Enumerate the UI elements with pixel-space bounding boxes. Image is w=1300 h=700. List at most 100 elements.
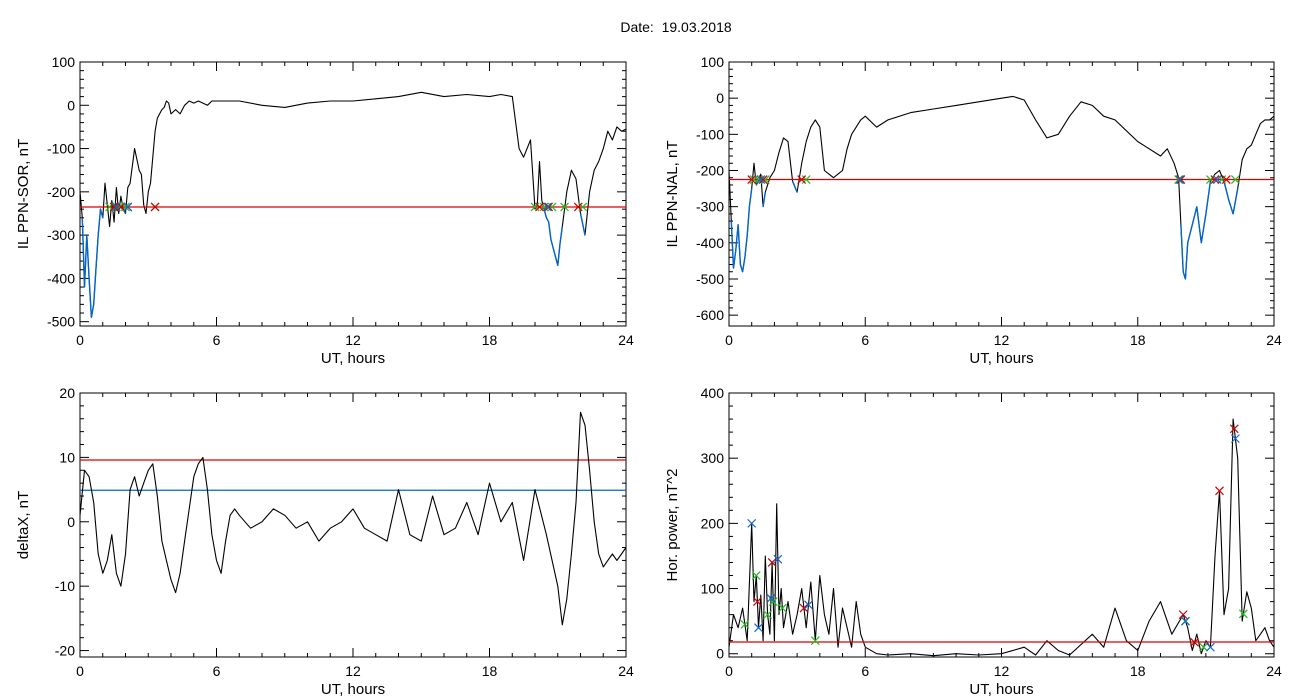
- marker-stroke: [754, 623, 763, 633]
- x-tick-label: 0: [725, 332, 733, 348]
- marker-red: [1229, 424, 1239, 434]
- x-tick-label: 12: [994, 332, 1010, 348]
- y-tick-label: 0: [67, 514, 75, 530]
- series-line: [729, 418, 1274, 657]
- y-axis-title: IL PPN-SOR, nT: [15, 139, 32, 249]
- marker-stroke: [773, 554, 783, 564]
- y-tick-label: 200: [701, 515, 725, 531]
- x-tick-label: 18: [1130, 332, 1146, 348]
- marker-stroke: [123, 202, 133, 212]
- y-tick-label: -100: [696, 126, 724, 142]
- x-tick-label: 18: [482, 663, 498, 679]
- below-threshold-segment: [791, 181, 798, 193]
- marker-stroke: [747, 518, 757, 528]
- y-tick-label: 0: [67, 97, 75, 113]
- marker-stroke: [1212, 175, 1222, 184]
- marker-red: [544, 202, 554, 212]
- y-tick-label: 10: [59, 449, 75, 465]
- y-axis-title: Hor. power, nT^2: [664, 469, 681, 582]
- marker-stroke: [1238, 609, 1248, 619]
- marker-red: [1176, 175, 1186, 184]
- x-tick-label: 24: [1266, 332, 1282, 348]
- y-tick-label: -200: [696, 162, 724, 178]
- x-tick-label: 18: [482, 332, 498, 348]
- marker-blue: [1181, 616, 1190, 626]
- data-layer: [80, 411, 626, 626]
- y-tick-label: -300: [47, 227, 75, 243]
- marker-stroke: [766, 593, 776, 603]
- marker-stroke: [1210, 175, 1220, 184]
- marker-red: [752, 597, 762, 607]
- marker-stroke: [1229, 424, 1239, 434]
- x-axis-title: UT, hours: [321, 350, 385, 367]
- marker-stroke: [777, 603, 787, 613]
- below-threshold-segment: [730, 188, 753, 273]
- marker-stroke: [150, 202, 160, 212]
- marker-stroke: [810, 636, 820, 646]
- below-threshold-segment: [762, 192, 766, 207]
- marker-blue: [773, 554, 783, 564]
- marker-green: [763, 610, 773, 620]
- marker-blue: [756, 175, 766, 184]
- marker-green: [1230, 175, 1240, 184]
- x-axis-title: UT, hours: [321, 681, 385, 698]
- y-tick-label: 20: [59, 385, 75, 401]
- marker-stroke: [1205, 642, 1215, 652]
- y-tick-label: 0: [716, 646, 724, 662]
- marker-stroke: [1176, 175, 1186, 184]
- marker-blue: [1175, 175, 1185, 184]
- marker-stroke: [797, 175, 807, 184]
- data-layer: [729, 95, 1274, 280]
- marker-stroke: [747, 175, 757, 184]
- y-tick-label: 400: [701, 385, 725, 401]
- panel-3: 0 6 12 18 24 20 10 0 -10 -20 UT, hours deltaX, nT: [15, 385, 634, 698]
- marker-red: [1215, 486, 1224, 496]
- series-line: [729, 95, 1274, 280]
- marker-stroke: [1175, 175, 1185, 184]
- panel-1: 0 6 12 18 24 100 0 -100 -200 -300 -400 -500 UT, hour…: [15, 54, 634, 367]
- marker-blue: [1212, 175, 1222, 184]
- marker-stroke: [1230, 434, 1240, 444]
- y-tick-label: 100: [701, 54, 725, 70]
- panel-4: 0 6 12 18 24 400 300 200 100 0 UT, hours Hor. power…: [664, 385, 1282, 698]
- series-line: [80, 411, 626, 626]
- marker-stroke: [763, 610, 773, 620]
- data-layer: [80, 91, 626, 318]
- marker-stroke: [751, 571, 761, 580]
- below-threshold-segment: [543, 208, 563, 266]
- marker-green: [560, 202, 569, 212]
- below-threshold-segment: [81, 208, 104, 318]
- x-tick-label: 0: [76, 663, 84, 679]
- marker-red: [747, 175, 757, 184]
- marker-stroke: [1178, 610, 1188, 620]
- marker-green: [1174, 175, 1184, 184]
- marker-stroke: [804, 600, 813, 610]
- marker-blue: [1230, 434, 1240, 444]
- y-tick-label: -100: [47, 141, 75, 157]
- marker-green: [1238, 609, 1248, 619]
- marker-blue: [1205, 642, 1215, 652]
- y-tick-label: -20: [55, 643, 75, 659]
- marker-red: [150, 202, 160, 212]
- marker-stroke: [111, 202, 121, 212]
- plot-frame: [728, 61, 1275, 327]
- marker-red: [1178, 610, 1188, 620]
- y-tick-label: 100: [701, 581, 725, 597]
- marker-green: [777, 603, 787, 613]
- marker-red: [109, 202, 119, 212]
- x-tick-label: 18: [1130, 663, 1146, 679]
- x-tick-label: 24: [618, 663, 634, 679]
- x-tick-label: 24: [618, 332, 634, 348]
- marker-stroke: [1190, 637, 1199, 647]
- x-tick-label: 6: [213, 663, 221, 679]
- marker-stroke: [756, 175, 766, 184]
- marker-stroke: [109, 202, 119, 212]
- x-tick-label: 12: [345, 663, 361, 679]
- marker-red: [1210, 175, 1220, 184]
- marker-green: [1199, 642, 1209, 652]
- marker-stroke: [799, 603, 809, 613]
- series-line: [80, 91, 626, 318]
- marker-stroke: [740, 619, 750, 629]
- y-tick-label: -200: [47, 184, 75, 200]
